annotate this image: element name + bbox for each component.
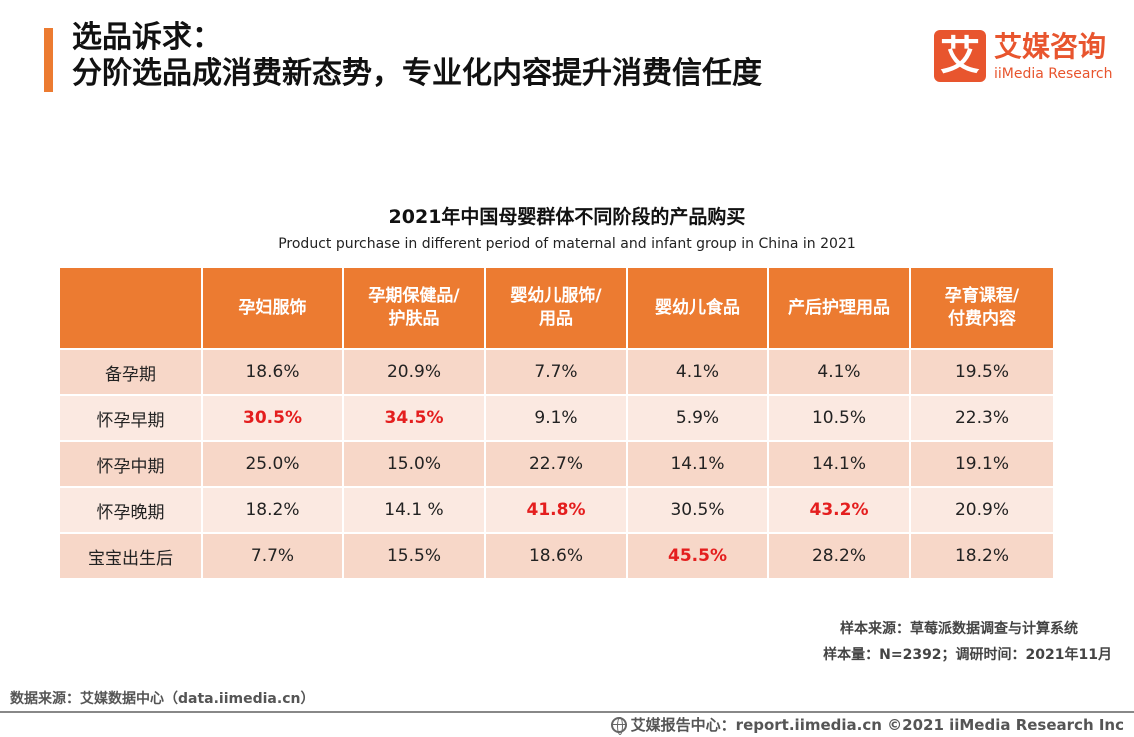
footer: 艾媒报告中心：report.iimedia.cn ©2021 iiMedia R… bbox=[610, 714, 1124, 735]
table-cell: 20.9% bbox=[911, 486, 1053, 532]
table-cell: 9.1% bbox=[486, 394, 628, 440]
column-header-2: 婴幼儿服饰/用品 bbox=[486, 268, 628, 348]
table-cell: 18.6% bbox=[203, 348, 344, 394]
column-header-3: 婴幼儿食品 bbox=[628, 268, 769, 348]
row-label: 宝宝出生后 bbox=[60, 532, 203, 578]
data-source-note: 数据来源：艾媒数据中心（data.iimedia.cn） bbox=[10, 691, 315, 707]
chart-title: 2021年中国母婴群体不同阶段的产品购买 bbox=[388, 206, 746, 228]
footer-text: 艾媒报告中心：report.iimedia.cn ©2021 iiMedia R… bbox=[630, 716, 1124, 734]
table-cell: 15.5% bbox=[344, 532, 486, 578]
table-cell: 19.1% bbox=[911, 440, 1053, 486]
table-cell: 22.3% bbox=[911, 394, 1053, 440]
table-cell: 43.2% bbox=[769, 486, 911, 532]
table-cell: 19.5% bbox=[911, 348, 1053, 394]
logo-name-en: iiMedia Research bbox=[994, 66, 1113, 82]
table-row: 怀孕中期 25.0% 15.0% 22.7% 14.1% 14.1% 19.1% bbox=[60, 440, 1053, 486]
table-row: 怀孕晚期 18.2% 14.1 % 41.8% 30.5% 43.2% 20.9% bbox=[60, 486, 1053, 532]
table-cell: 30.5% bbox=[203, 394, 344, 440]
table-cell: 41.8% bbox=[486, 486, 628, 532]
row-label: 怀孕早期 bbox=[60, 394, 203, 440]
brand-logo: 艾 艾媒咨询 iiMedia Research bbox=[934, 30, 1134, 86]
table-cell: 45.5% bbox=[628, 532, 769, 578]
purchase-table: 孕妇服饰 孕期保健品/护肤品 婴幼儿服饰/用品 婴幼儿食品 产后护理用品 孕育课程/付费内… bbox=[60, 268, 1053, 578]
table-cell: 15.0% bbox=[344, 440, 486, 486]
table-cell: 18.2% bbox=[203, 486, 344, 532]
table-cell: 28.2% bbox=[769, 532, 911, 578]
globe-icon bbox=[610, 716, 627, 735]
logo-mark-icon: 艾 bbox=[934, 30, 986, 82]
logo-name-cn: 艾媒咨询 bbox=[994, 30, 1107, 63]
table-cell: 30.5% bbox=[628, 486, 769, 532]
column-header-0: 孕妇服饰 bbox=[203, 268, 344, 348]
table-cell: 20.9% bbox=[344, 348, 486, 394]
table-cell: 34.5% bbox=[344, 394, 486, 440]
table-cell: 25.0% bbox=[203, 440, 344, 486]
title-accent-bar bbox=[44, 28, 53, 92]
sample-size-note: 样本量：N=2392；调研时间：2021年11月 bbox=[823, 647, 1112, 663]
table-row: 备孕期 18.6% 20.9% 7.7% 4.1% 4.1% 19.5% bbox=[60, 348, 1053, 394]
sample-source-note: 样本来源：草莓派数据调查与计算系统 bbox=[840, 621, 1078, 637]
page-title-line1: 选品诉求： bbox=[72, 20, 222, 55]
table-cell: 10.5% bbox=[769, 394, 911, 440]
table-cell: 14.1% bbox=[769, 440, 911, 486]
column-header-5: 孕育课程/付费内容 bbox=[911, 268, 1053, 348]
table-cell: 4.1% bbox=[628, 348, 769, 394]
table-cell: 14.1% bbox=[628, 440, 769, 486]
table-row: 怀孕早期 30.5% 34.5% 9.1% 5.9% 10.5% 22.3% bbox=[60, 394, 1053, 440]
table-cell: 14.1 % bbox=[344, 486, 486, 532]
table-cell: 22.7% bbox=[486, 440, 628, 486]
row-label: 备孕期 bbox=[60, 348, 203, 394]
page-title-line2: 分阶选品成消费新态势，专业化内容提升消费信任度 bbox=[72, 56, 762, 91]
column-header-4: 产后护理用品 bbox=[769, 268, 911, 348]
table-cell: 7.7% bbox=[203, 532, 344, 578]
chart-subtitle: Product purchase in different period of … bbox=[278, 236, 856, 252]
table-cell: 18.6% bbox=[486, 532, 628, 578]
table-cell: 4.1% bbox=[769, 348, 911, 394]
table-cell: 18.2% bbox=[911, 532, 1053, 578]
table-corner-header bbox=[60, 268, 203, 348]
table-cell: 5.9% bbox=[628, 394, 769, 440]
table-row: 宝宝出生后 7.7% 15.5% 18.6% 45.5% 28.2% 18.2% bbox=[60, 532, 1053, 578]
table-header-row: 孕妇服饰 孕期保健品/护肤品 婴幼儿服饰/用品 婴幼儿食品 产后护理用品 孕育课程/付费内… bbox=[60, 268, 1053, 348]
table-cell: 7.7% bbox=[486, 348, 628, 394]
row-label: 怀孕中期 bbox=[60, 440, 203, 486]
column-header-1: 孕期保健品/护肤品 bbox=[344, 268, 486, 348]
footer-divider bbox=[0, 711, 1134, 713]
row-label: 怀孕晚期 bbox=[60, 486, 203, 532]
table-body: 备孕期 18.6% 20.9% 7.7% 4.1% 4.1% 19.5% 怀孕早期 30.5% 3… bbox=[60, 348, 1053, 578]
